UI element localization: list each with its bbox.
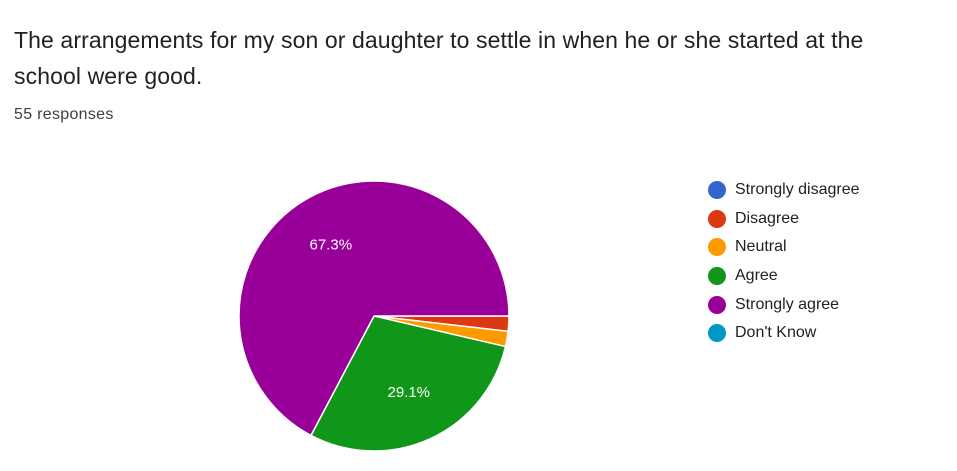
legend-swatch-neutral [708, 238, 726, 257]
chart-legend: Strongly disagree Disagree Neutral Agree Str… [708, 176, 860, 348]
legend-swatch-strongly-agree [708, 295, 726, 314]
pie-slice-strongly-agree[interactable] [238, 180, 510, 437]
legend-label: Agree [735, 267, 778, 285]
legend-item-neutral[interactable]: Neutral [708, 233, 860, 262]
legend-item-don-t-know[interactable]: Don't Know [708, 319, 860, 348]
pie-label-agree: 29.1% [387, 384, 430, 401]
legend-label: Neutral [735, 238, 787, 256]
legend-item-strongly-disagree[interactable]: Strongly disagree [708, 176, 860, 205]
legend-label: Don't Know [735, 324, 817, 342]
legend-swatch-don-t-know [708, 324, 726, 343]
pie-slice-agree[interactable] [310, 315, 507, 452]
legend-swatch-agree [708, 267, 726, 286]
question-title: The arrangements for my son or daughter … [14, 27, 864, 89]
legend-swatch-strongly-disagree [708, 181, 726, 200]
legend-label: Disagree [735, 209, 800, 227]
legend-swatch-disagree [708, 209, 726, 228]
response-count: 55 responses [14, 106, 114, 123]
legend-item-strongly-agree[interactable]: Strongly agree [708, 290, 860, 319]
legend-item-disagree[interactable]: Disagree [708, 205, 860, 234]
pie-label-strongly-agree: 67.3% [310, 236, 353, 253]
legend-item-agree[interactable]: Agree [708, 262, 860, 291]
legend-label: Strongly disagree [735, 181, 860, 199]
legend-label: Strongly agree [735, 295, 840, 313]
